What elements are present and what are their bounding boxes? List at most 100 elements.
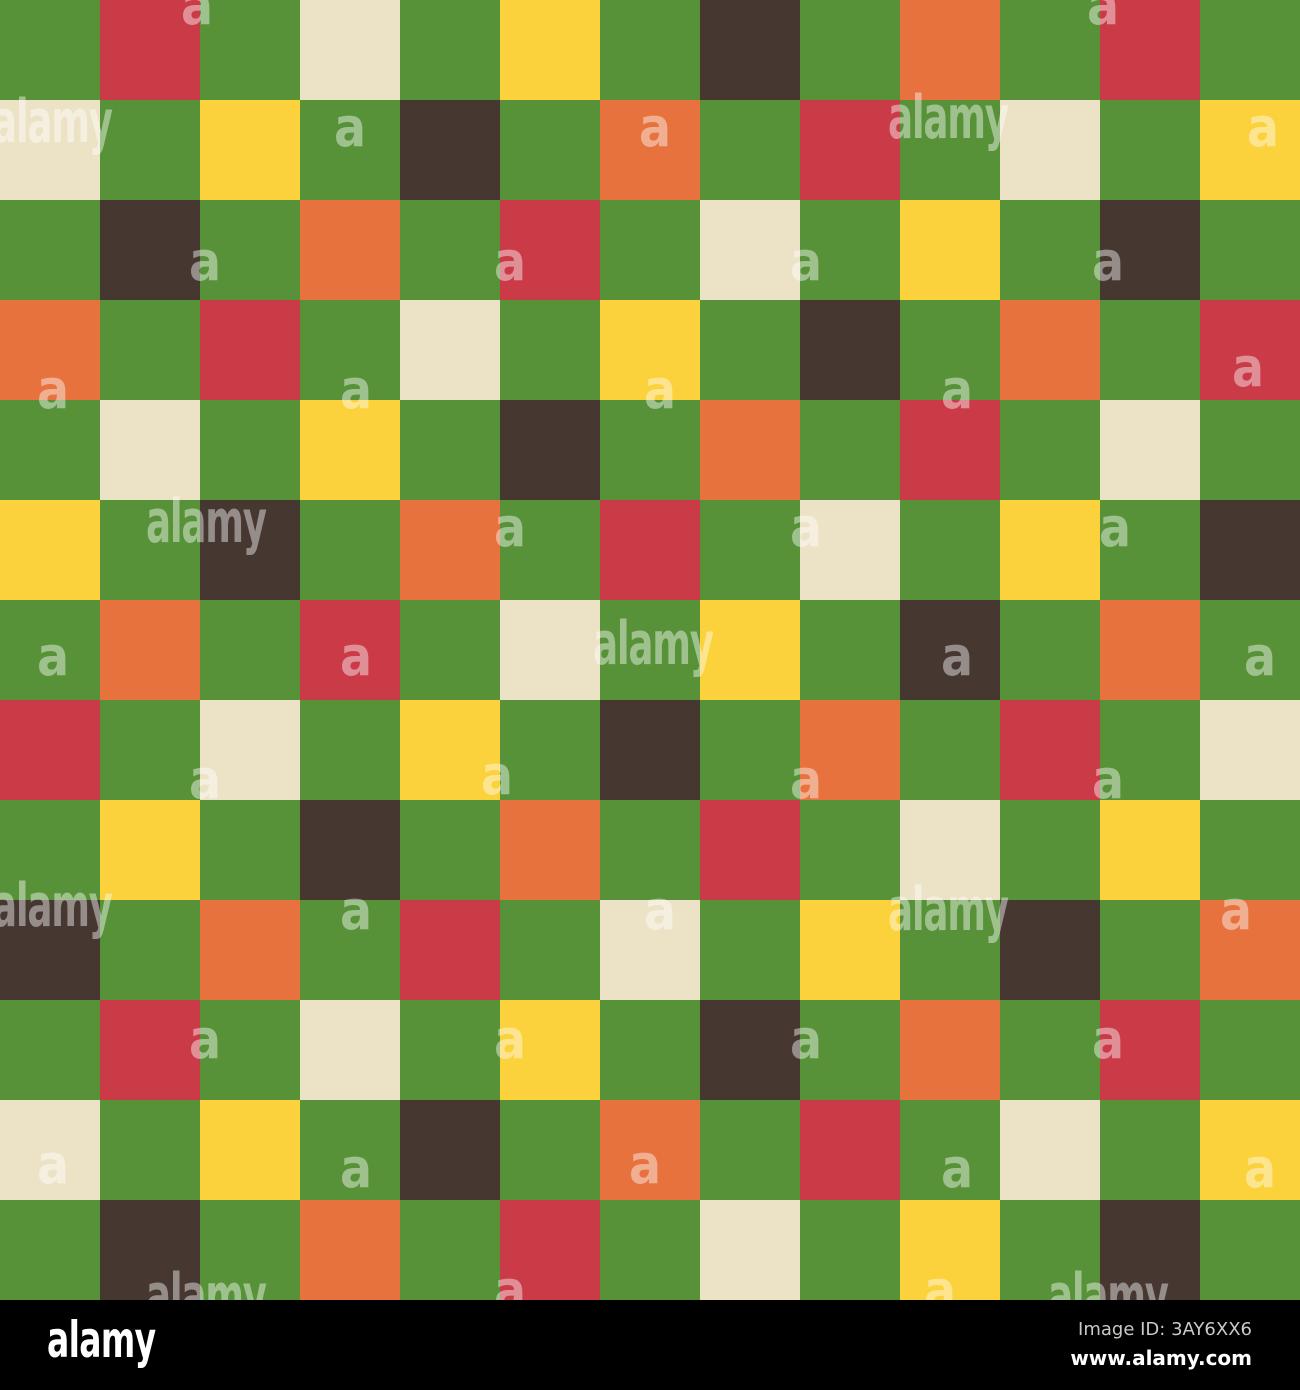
grid-cell-green <box>600 200 700 300</box>
footer-meta: Image ID: 3AY6XX6 www.alamy.com <box>1070 1319 1252 1370</box>
checker-pattern-grid <box>0 0 1300 1300</box>
grid-cell-green <box>100 1100 200 1200</box>
grid-cell-green <box>900 500 1000 600</box>
grid-cell-green <box>100 100 200 200</box>
grid-cell-red <box>400 900 500 1000</box>
grid-cell-yellow <box>300 400 400 500</box>
grid-cell-yellow <box>1000 500 1100 600</box>
grid-cell-green <box>100 700 200 800</box>
grid-cell-dark-brown <box>1200 500 1300 600</box>
grid-cell-dark-brown <box>800 300 900 400</box>
grid-cell-red <box>100 1000 200 1100</box>
grid-cell-green <box>1200 1000 1300 1100</box>
grid-cell-green <box>600 1200 700 1300</box>
grid-cell-dark-brown <box>100 200 200 300</box>
grid-cell-cream <box>1000 100 1100 200</box>
image-id-text: Image ID: 3AY6XX6 <box>1078 1319 1252 1340</box>
grid-cell-dark-brown <box>600 700 700 800</box>
grid-cell-green <box>200 1000 300 1100</box>
grid-cell-green <box>400 1000 500 1100</box>
grid-cell-green <box>400 400 500 500</box>
grid-cell-cream <box>500 600 600 700</box>
grid-cell-yellow <box>800 900 900 1000</box>
grid-cell-green <box>200 0 300 100</box>
grid-cell-red <box>1100 1000 1200 1100</box>
grid-cell-red <box>1200 300 1300 400</box>
grid-cell-green <box>1200 0 1300 100</box>
grid-cell-green <box>800 0 900 100</box>
grid-cell-orange <box>800 700 900 800</box>
alamy-logo: alamy <box>47 1311 156 1369</box>
grid-cell-red <box>500 200 600 300</box>
grid-cell-orange <box>400 500 500 600</box>
grid-cell-green <box>700 900 800 1000</box>
grid-cell-green <box>100 300 200 400</box>
grid-cell-green <box>1200 600 1300 700</box>
grid-cell-green <box>800 400 900 500</box>
grid-cell-green <box>500 300 600 400</box>
grid-cell-green <box>200 600 300 700</box>
grid-cell-dark-brown <box>0 900 100 1000</box>
grid-cell-green <box>300 100 400 200</box>
grid-cell-orange <box>500 800 600 900</box>
grid-cell-green <box>800 200 900 300</box>
grid-cell-green <box>300 700 400 800</box>
grid-cell-dark-brown <box>400 1100 500 1200</box>
grid-cell-green <box>100 500 200 600</box>
grid-cell-red <box>800 1100 900 1200</box>
grid-cell-orange <box>300 200 400 300</box>
grid-cell-green <box>1000 0 1100 100</box>
grid-cell-green <box>300 900 400 1000</box>
grid-cell-dark-brown <box>700 1000 800 1100</box>
grid-cell-yellow <box>1200 1100 1300 1200</box>
grid-cell-green <box>900 900 1000 1000</box>
grid-cell-green <box>700 500 800 600</box>
grid-cell-green <box>700 700 800 800</box>
grid-cell-orange <box>700 400 800 500</box>
grid-cell-green <box>800 600 900 700</box>
grid-cell-green <box>700 300 800 400</box>
grid-cell-green <box>500 500 600 600</box>
grid-cell-orange <box>600 1100 700 1200</box>
grid-cell-green <box>200 400 300 500</box>
grid-cell-green <box>500 100 600 200</box>
grid-cell-dark-brown <box>1100 200 1200 300</box>
grid-cell-green <box>700 100 800 200</box>
grid-cell-green <box>800 1200 900 1300</box>
grid-cell-dark-brown <box>1100 1200 1200 1300</box>
grid-cell-green <box>300 300 400 400</box>
grid-cell-yellow <box>0 500 100 600</box>
grid-cell-green <box>1200 400 1300 500</box>
grid-cell-green <box>700 1100 800 1200</box>
grid-cell-green <box>0 800 100 900</box>
grid-cell-green <box>1000 400 1100 500</box>
grid-cell-red <box>800 100 900 200</box>
grid-cell-cream <box>900 800 1000 900</box>
grid-cell-green <box>800 1000 900 1100</box>
grid-cell-orange <box>900 1000 1000 1100</box>
grid-cell-green <box>1100 500 1200 600</box>
grid-cell-green <box>1000 600 1100 700</box>
grid-cell-yellow <box>600 300 700 400</box>
grid-cell-green <box>600 1000 700 1100</box>
grid-cell-red <box>0 700 100 800</box>
grid-cell-green <box>400 1200 500 1300</box>
grid-cell-red <box>100 0 200 100</box>
grid-cell-orange <box>600 100 700 200</box>
grid-cell-orange <box>1200 900 1300 1000</box>
grid-cell-red <box>1100 0 1200 100</box>
grid-cell-yellow <box>500 1000 600 1100</box>
grid-cell-cream <box>700 200 800 300</box>
grid-cell-green <box>500 900 600 1000</box>
grid-cell-green <box>0 400 100 500</box>
grid-cell-yellow <box>1200 100 1300 200</box>
grid-cell-cream <box>400 300 500 400</box>
grid-cell-red <box>900 400 1000 500</box>
grid-cell-yellow <box>900 200 1000 300</box>
grid-cell-green <box>800 800 900 900</box>
grid-cell-green <box>1000 1000 1100 1100</box>
grid-cell-green <box>1100 900 1200 1000</box>
grid-cell-yellow <box>900 1200 1000 1300</box>
grid-cell-green <box>500 700 600 800</box>
